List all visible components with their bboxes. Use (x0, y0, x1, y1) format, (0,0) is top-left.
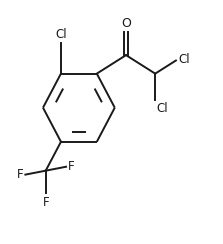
Text: Cl: Cl (178, 53, 190, 66)
Text: F: F (42, 196, 49, 209)
Text: Cl: Cl (156, 102, 168, 115)
Text: F: F (68, 160, 75, 173)
Text: Cl: Cl (55, 28, 67, 41)
Text: F: F (17, 168, 23, 181)
Text: O: O (121, 17, 131, 30)
